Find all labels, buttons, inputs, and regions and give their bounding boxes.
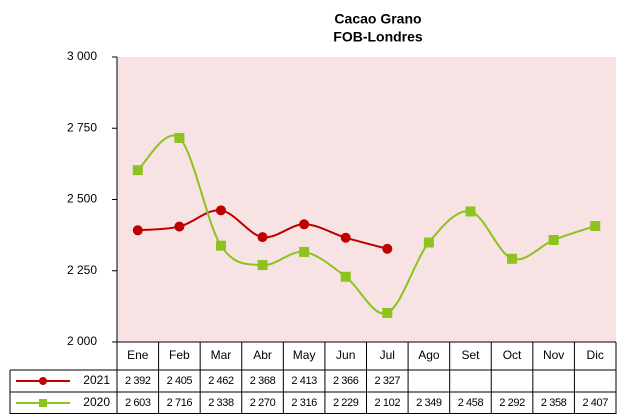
value-label: 2 316 [291, 397, 317, 409]
x-tick-label: May [293, 348, 316, 362]
x-tick-label: Dic [587, 348, 604, 362]
x-tick-label: Ago [418, 348, 440, 362]
x-tick-label: Oct [503, 348, 522, 362]
marker [299, 219, 310, 230]
legend-marker [39, 377, 47, 385]
y-tick-label: 2 500 [67, 192, 97, 206]
y-tick-label: 2 250 [67, 263, 97, 277]
marker [340, 271, 351, 282]
chart-subtitle: FOB-Londres [333, 29, 423, 45]
legend-label: 2020 [83, 395, 110, 409]
value-label: 2 716 [167, 397, 193, 409]
value-label: 2 407 [582, 397, 608, 409]
marker [174, 132, 185, 143]
x-tick-label: Ene [127, 348, 149, 362]
marker [465, 206, 476, 217]
legend-marker [39, 399, 47, 407]
plot-area [117, 57, 616, 342]
legend-label: 2021 [83, 373, 110, 387]
marker [257, 260, 268, 271]
value-label: 2 229 [333, 397, 359, 409]
marker [548, 234, 559, 245]
value-label: 2 270 [250, 397, 276, 409]
marker [382, 243, 393, 254]
value-label: 2 292 [499, 397, 525, 409]
value-label: 2 603 [125, 397, 151, 409]
y-tick-label: 3 000 [67, 49, 97, 63]
value-label: 2 327 [375, 375, 401, 387]
marker [507, 253, 518, 264]
value-label: 2 102 [375, 397, 401, 409]
marker [215, 205, 226, 216]
marker [174, 221, 185, 232]
chart-title: Cacao Grano [334, 11, 421, 27]
marker [590, 221, 601, 232]
x-tick-label: Nov [543, 348, 564, 362]
value-label: 2 358 [541, 397, 567, 409]
value-label: 2 338 [208, 397, 234, 409]
value-label: 2 405 [167, 375, 193, 387]
y-tick-label: 2 750 [67, 120, 97, 134]
marker [382, 307, 393, 318]
marker [299, 246, 310, 257]
value-label: 2 368 [250, 375, 276, 387]
y-tick-label: 2 000 [67, 334, 97, 348]
x-tick-label: Feb [169, 348, 190, 362]
x-tick-label: Jun [336, 348, 355, 362]
marker [257, 232, 268, 243]
value-label: 2 349 [416, 397, 442, 409]
marker [132, 165, 143, 176]
value-label: 2 366 [333, 375, 359, 387]
x-tick-label: Set [461, 348, 480, 362]
marker [423, 237, 434, 248]
marker [132, 225, 143, 236]
value-label: 2 458 [458, 397, 484, 409]
x-tick-label: Jul [380, 348, 395, 362]
value-label: 2 462 [208, 375, 234, 387]
marker [340, 232, 351, 243]
value-label: 2 413 [291, 375, 317, 387]
x-tick-label: Abr [253, 348, 272, 362]
marker [215, 240, 226, 251]
x-tick-label: Mar [211, 348, 232, 362]
value-label: 2 392 [125, 375, 151, 387]
